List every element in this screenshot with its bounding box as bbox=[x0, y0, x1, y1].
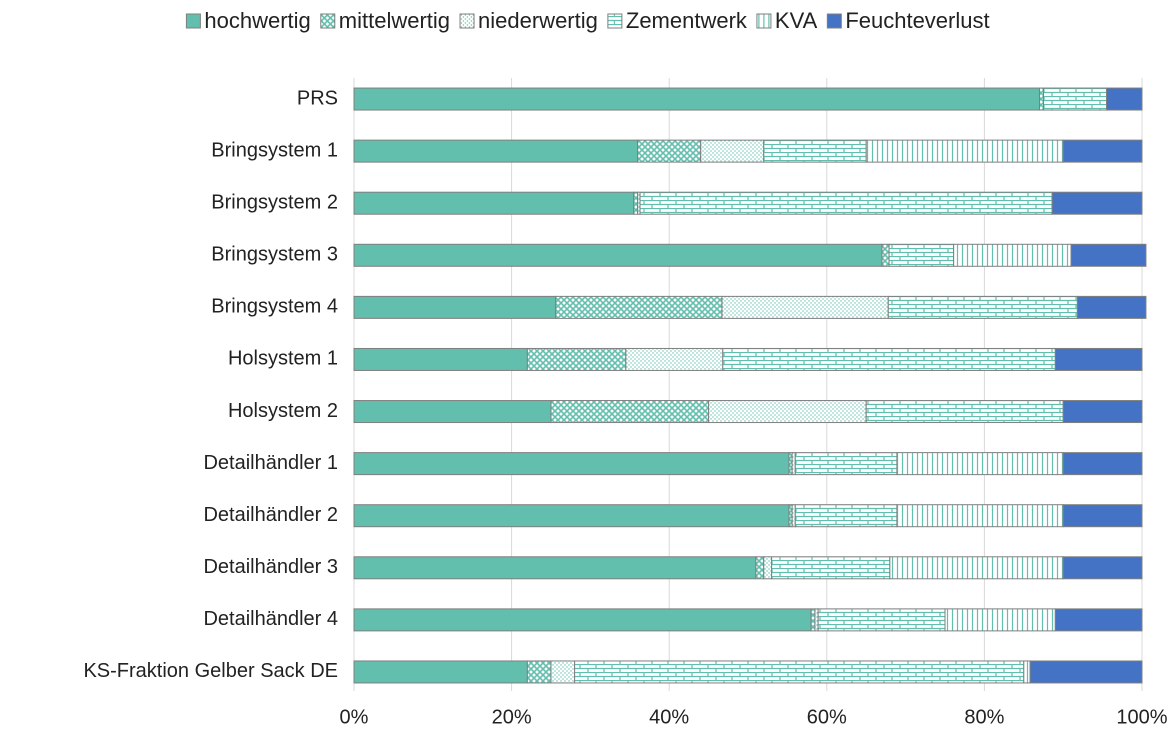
x-tick-label: 40% bbox=[649, 706, 689, 728]
bar-segment bbox=[1106, 87, 1143, 111]
y-tick-label: Bringsystem 1 bbox=[211, 139, 338, 161]
y-tick-label: Bringsystem 3 bbox=[211, 244, 338, 266]
y-tick-label: Holsystem 2 bbox=[228, 400, 338, 422]
bar-segment bbox=[353, 243, 883, 267]
y-tick-label: Detailhändler 3 bbox=[203, 556, 338, 578]
legend-label: KVA bbox=[775, 8, 818, 33]
bar-segment bbox=[953, 243, 1072, 267]
bar-segment bbox=[763, 556, 773, 580]
bar-segment bbox=[1070, 243, 1147, 267]
bar-segment bbox=[633, 191, 639, 215]
bar-segment bbox=[896, 452, 1064, 476]
bar-segment bbox=[700, 139, 765, 163]
bar-segment bbox=[550, 660, 576, 684]
y-tick-label: Bringsystem 4 bbox=[211, 296, 338, 318]
bar-segment bbox=[526, 660, 552, 684]
y-tick-label: Detailhändler 1 bbox=[203, 452, 338, 474]
bar-segment bbox=[526, 347, 627, 371]
bar-segment bbox=[574, 660, 1025, 684]
legend-swatch bbox=[607, 13, 623, 29]
bar-segment bbox=[1062, 556, 1143, 580]
bar-segment bbox=[353, 504, 790, 528]
bar-segment bbox=[794, 452, 898, 476]
bar-segment bbox=[721, 295, 889, 319]
bar-segment bbox=[1062, 400, 1143, 424]
x-tick-label: 60% bbox=[807, 706, 847, 728]
bar-segment bbox=[1062, 504, 1143, 528]
bar-segment bbox=[1062, 139, 1143, 163]
bar-segment bbox=[771, 556, 891, 580]
y-tick-label: Holsystem 1 bbox=[228, 348, 338, 370]
bar-segment bbox=[755, 556, 765, 580]
bar-segment bbox=[555, 295, 723, 319]
bar-segment bbox=[1076, 295, 1147, 319]
x-tick-label: 20% bbox=[492, 706, 532, 728]
legend-swatch bbox=[185, 13, 201, 29]
bar-segment bbox=[353, 295, 557, 319]
bar-segment bbox=[881, 243, 890, 267]
bar-segment bbox=[1039, 87, 1045, 111]
bar-segment bbox=[353, 347, 528, 371]
bar-segment bbox=[353, 452, 790, 476]
bar-segment bbox=[896, 504, 1064, 528]
bar-segment bbox=[1062, 452, 1143, 476]
bar-segment bbox=[353, 87, 1041, 111]
bar-segment bbox=[817, 608, 946, 632]
bar-segment bbox=[1023, 660, 1031, 684]
bar-segment bbox=[865, 139, 1064, 163]
bar-segment bbox=[353, 139, 639, 163]
y-tick-label: Detailhändler 4 bbox=[203, 608, 338, 630]
legend-swatch bbox=[459, 13, 475, 29]
bar-segment bbox=[810, 608, 816, 632]
bar-segment bbox=[888, 243, 955, 267]
bar-segment bbox=[625, 347, 724, 371]
bar-segment bbox=[1054, 347, 1143, 371]
bar-segment bbox=[637, 139, 702, 163]
bar-segment bbox=[889, 556, 1064, 580]
legend-swatch bbox=[826, 13, 842, 29]
y-tick-label: PRS bbox=[297, 87, 338, 109]
bar-segment bbox=[639, 191, 1053, 215]
x-tick-label: 80% bbox=[964, 706, 1004, 728]
bar-segment bbox=[353, 660, 528, 684]
bar-segment bbox=[722, 347, 1056, 371]
bar-segment bbox=[1043, 87, 1108, 111]
legend-swatch bbox=[756, 13, 772, 29]
legend-swatch bbox=[320, 13, 336, 29]
legend-label: niederwertig bbox=[478, 8, 598, 33]
y-tick-label: Bringsystem 2 bbox=[211, 191, 338, 213]
y-tick-label: KS-Fraktion Gelber Sack DE bbox=[83, 660, 338, 682]
legend-label: hochwertig bbox=[204, 8, 310, 33]
bar-segment bbox=[794, 504, 898, 528]
legend-label: Feuchteverlust bbox=[845, 8, 989, 33]
bar-segment bbox=[763, 139, 867, 163]
legend-label: Zementwerk bbox=[626, 8, 748, 33]
x-tick-label: 100% bbox=[1116, 706, 1167, 728]
bar-segment bbox=[1054, 608, 1143, 632]
bar-segment bbox=[550, 400, 710, 424]
legend: hochwertig mittelwertig niederwertig Zement… bbox=[185, 8, 990, 33]
legend-label: mittelwertig bbox=[339, 8, 450, 33]
bar-segment bbox=[353, 191, 635, 215]
bar-segment bbox=[353, 556, 757, 580]
bar-segment bbox=[865, 400, 1064, 424]
y-tick-label: Detailhändler 2 bbox=[203, 504, 338, 526]
x-tick-label: 0% bbox=[340, 706, 369, 728]
bar-segment bbox=[887, 295, 1078, 319]
bar-segment bbox=[944, 608, 1056, 632]
bar-segment bbox=[1051, 191, 1143, 215]
bar-segment bbox=[353, 400, 552, 424]
bar-segment bbox=[353, 608, 812, 632]
bar-segment bbox=[708, 400, 867, 424]
bar-segment bbox=[1029, 660, 1143, 684]
